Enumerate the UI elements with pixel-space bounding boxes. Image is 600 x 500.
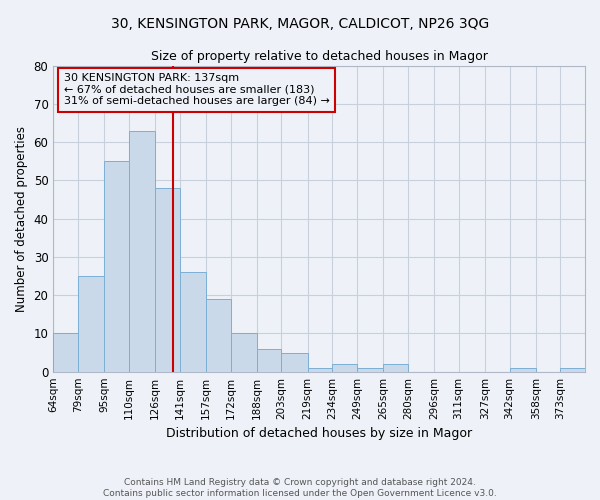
Bar — [383, 364, 408, 372]
Bar — [332, 364, 357, 372]
Text: Contains HM Land Registry data © Crown copyright and database right 2024.
Contai: Contains HM Land Registry data © Crown c… — [103, 478, 497, 498]
Bar — [257, 348, 281, 372]
Bar — [104, 161, 129, 372]
Bar — [129, 130, 155, 372]
Bar — [179, 272, 206, 372]
X-axis label: Distribution of detached houses by size in Magor: Distribution of detached houses by size … — [166, 427, 472, 440]
Y-axis label: Number of detached properties: Number of detached properties — [15, 126, 28, 312]
Bar — [53, 334, 78, 372]
Bar — [308, 368, 332, 372]
Bar — [560, 368, 585, 372]
Bar — [230, 334, 257, 372]
Text: 30, KENSINGTON PARK, MAGOR, CALDICOT, NP26 3QG: 30, KENSINGTON PARK, MAGOR, CALDICOT, NP… — [111, 18, 489, 32]
Bar — [206, 299, 230, 372]
Title: Size of property relative to detached houses in Magor: Size of property relative to detached ho… — [151, 50, 488, 63]
Bar — [357, 368, 383, 372]
Text: 30 KENSINGTON PARK: 137sqm
← 67% of detached houses are smaller (183)
31% of sem: 30 KENSINGTON PARK: 137sqm ← 67% of deta… — [64, 73, 330, 106]
Bar — [155, 188, 179, 372]
Bar — [281, 352, 308, 372]
Bar — [78, 276, 104, 372]
Bar — [509, 368, 536, 372]
